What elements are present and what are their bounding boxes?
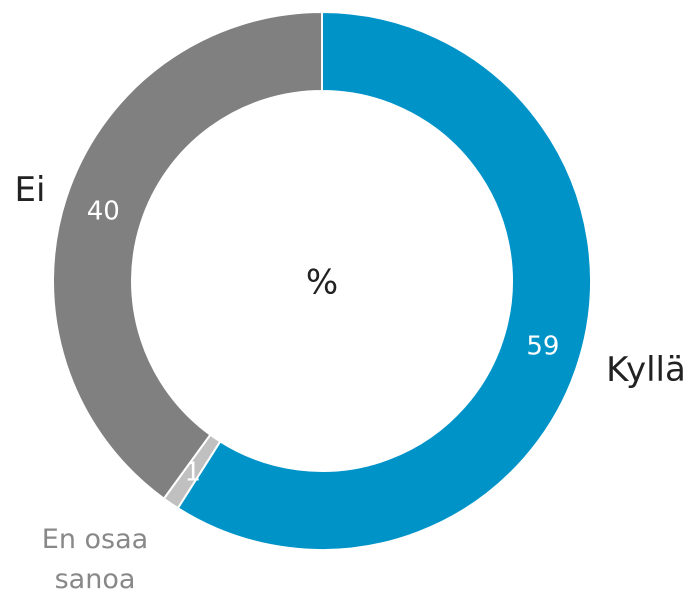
value-label: 59 — [526, 332, 559, 362]
category-label: Ei — [14, 170, 46, 210]
value-label: 40 — [87, 196, 120, 226]
center-label: % — [306, 263, 338, 303]
donut-segment — [52, 10, 323, 501]
category-label: En osaa sanoa — [41, 524, 149, 595]
donut-segment — [176, 10, 592, 551]
category-label: Kyllä — [606, 350, 686, 390]
